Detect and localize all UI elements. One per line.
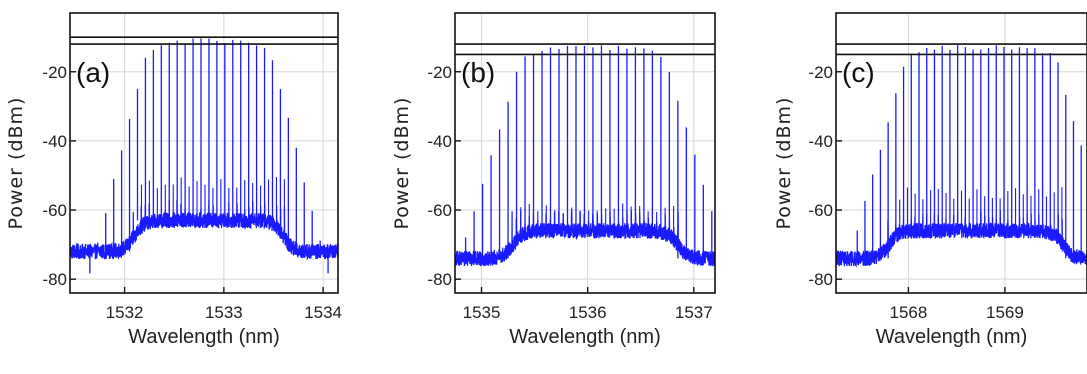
- y-tick-label: -80: [42, 270, 67, 289]
- y-tick-label: -60: [427, 201, 452, 220]
- x-tick-label: 1535: [463, 303, 501, 322]
- y-tick-label: -20: [808, 63, 833, 82]
- x-tick-label: 1536: [569, 303, 607, 322]
- plot-frame: [69, 12, 339, 294]
- plot-frame: [454, 12, 716, 294]
- x-axis-label: Wavelength (nm): [509, 326, 661, 348]
- y-tick-label: -60: [808, 201, 833, 220]
- y-tick-label: -40: [427, 132, 452, 151]
- y-tick-label: -80: [808, 270, 833, 289]
- y-tick-label: -20: [427, 63, 452, 82]
- x-axis-label: Wavelength (nm): [128, 326, 280, 348]
- x-tick-label: 1533: [205, 303, 243, 322]
- spectrum-noise-floor: [70, 199, 338, 261]
- y-axis-label: Power (dBm): [773, 97, 795, 230]
- y-axis-label: Power (dBm): [391, 97, 413, 230]
- y-tick-label: -60: [42, 201, 67, 220]
- x-tick-label: 1534: [304, 303, 342, 322]
- x-tick-label: 1532: [106, 303, 144, 322]
- panel-label: (a): [76, 57, 110, 88]
- y-tick-label: -20: [42, 63, 67, 82]
- plot-frame: [835, 12, 1087, 294]
- y-tick-label: -40: [808, 132, 833, 151]
- chart-panel-2: 1535 1536 1537 -20 -40 -60 -80 Wavelength (nm) P…: [391, 12, 716, 348]
- x-tick-label: 1568: [889, 303, 927, 322]
- x-tick-label: 1537: [675, 303, 713, 322]
- panel-label: (b): [461, 57, 495, 88]
- panel-label: (c): [842, 57, 875, 88]
- x-axis-label: Wavelength (nm): [876, 326, 1028, 348]
- y-tick-label: -40: [42, 132, 67, 151]
- chart-panel-1: 1532 1533 1534 -20 -40 -60 -80 Wavelength (nm) P…: [5, 12, 342, 348]
- chart-panel-3: 1568 1569 -20 -40 -60 -80 Wavelength (nm) Power…: [773, 12, 1087, 348]
- y-tick-label: -80: [427, 270, 452, 289]
- y-axis-label: Power (dBm): [5, 97, 27, 230]
- x-tick-label: 1569: [986, 303, 1024, 322]
